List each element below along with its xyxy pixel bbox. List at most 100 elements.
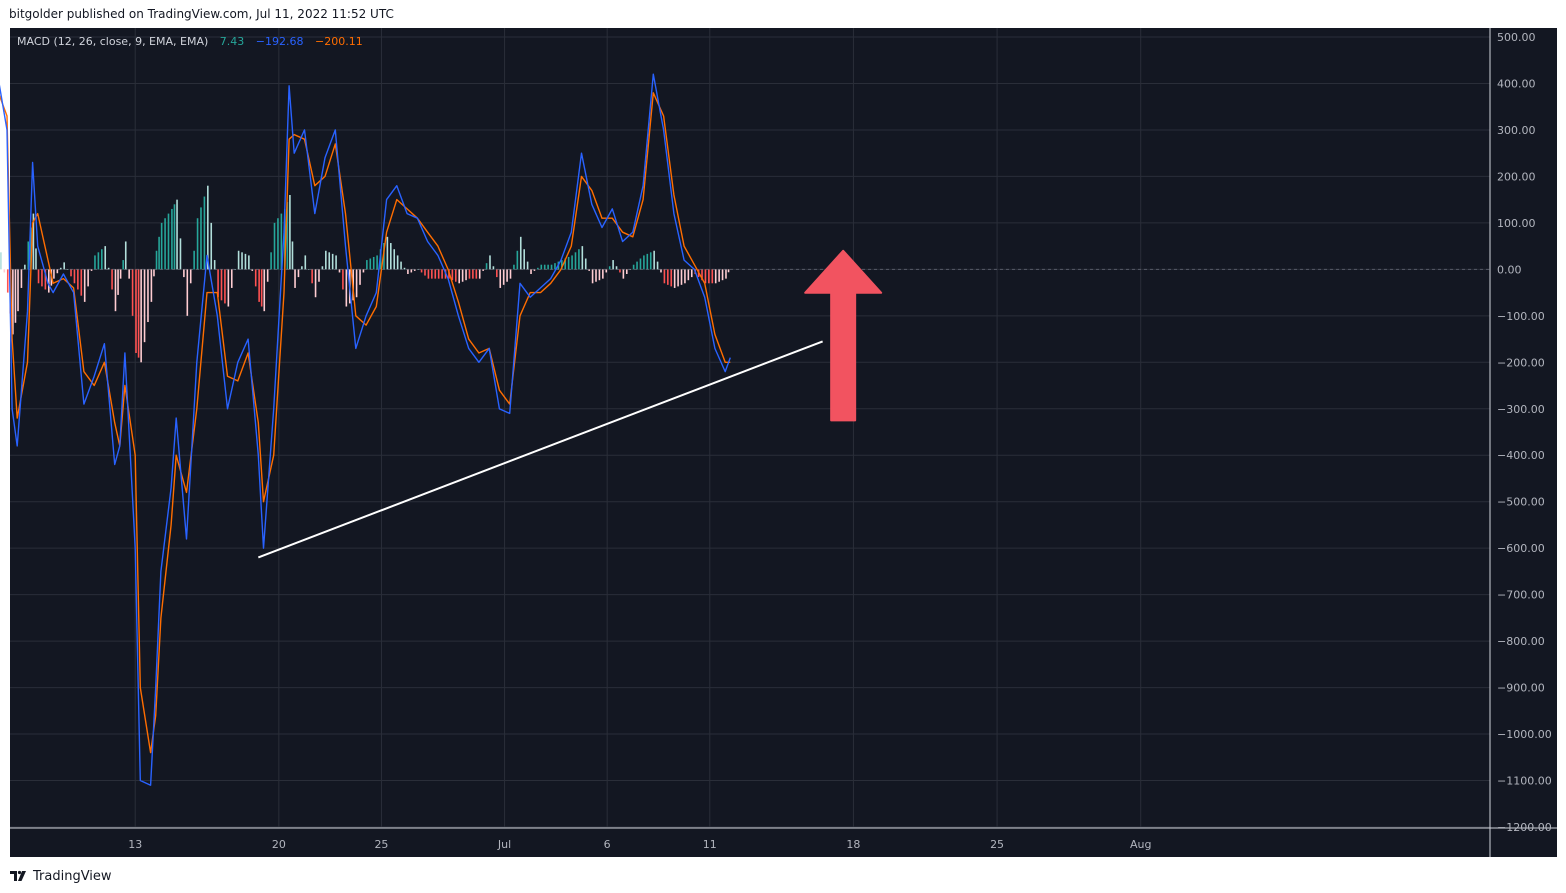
macd-line[interactable] bbox=[0, 70, 731, 786]
histogram-bar bbox=[335, 255, 337, 270]
histogram-bar bbox=[598, 269, 601, 281]
histogram-bar bbox=[87, 269, 89, 287]
histogram-bar bbox=[217, 269, 219, 298]
histogram-bar bbox=[128, 269, 130, 279]
histogram-bar bbox=[543, 264, 546, 270]
histogram-bar bbox=[355, 269, 358, 298]
histogram-bar bbox=[550, 264, 553, 270]
histogram-bar bbox=[564, 258, 567, 270]
histogram-bar bbox=[461, 269, 464, 282]
histogram-bar bbox=[513, 264, 515, 270]
histogram-bar bbox=[639, 258, 642, 270]
up-arrow-icon[interactable] bbox=[804, 249, 883, 422]
histogram-bar bbox=[283, 208, 286, 270]
histogram-bar bbox=[35, 248, 37, 270]
histogram-bar bbox=[0, 252, 2, 270]
histogram-bar bbox=[97, 252, 100, 270]
x-tick-label: 6 bbox=[604, 838, 611, 851]
histogram-bar bbox=[437, 269, 440, 279]
histogram-bar bbox=[574, 252, 577, 270]
histogram-bar bbox=[472, 269, 474, 279]
histogram-bar bbox=[117, 269, 119, 295]
histogram-bar bbox=[193, 250, 195, 270]
trendline[interactable] bbox=[257, 340, 824, 559]
legend-indicator-name: MACD (12, 26, close, 9, EMA, EMA) bbox=[17, 35, 208, 48]
histogram-bar bbox=[83, 269, 86, 302]
histogram-bar bbox=[119, 269, 122, 279]
histogram-bar bbox=[248, 255, 250, 270]
histogram-bar bbox=[94, 255, 96, 270]
histogram-bar bbox=[37, 269, 40, 284]
y-tick-label: −100.00 bbox=[1497, 310, 1545, 323]
histogram-bar bbox=[608, 266, 611, 270]
histogram-bar bbox=[6, 269, 9, 293]
x-tick-label: 18 bbox=[846, 838, 860, 851]
histogram-bar bbox=[362, 269, 365, 273]
histogram-bar bbox=[227, 269, 230, 307]
histogram-bar bbox=[622, 269, 625, 279]
histogram-bar bbox=[258, 269, 260, 302]
tradingview-footer[interactable]: TradingView bbox=[10, 867, 112, 885]
histogram-bar bbox=[230, 269, 233, 288]
histogram-bar bbox=[59, 267, 62, 270]
histogram-bar bbox=[584, 258, 587, 270]
histogram-bar bbox=[30, 227, 32, 270]
histogram-bar bbox=[47, 269, 50, 293]
histogram-bar bbox=[237, 250, 240, 270]
histogram-bar bbox=[396, 255, 399, 270]
histogram-bar bbox=[619, 269, 621, 273]
histogram-bar bbox=[537, 267, 539, 270]
x-tick-label: 20 bbox=[272, 838, 286, 851]
histogram-bar bbox=[656, 261, 659, 270]
x-axis[interactable]: 6132025Jul6111825Aug bbox=[0, 838, 1151, 851]
x-tick-label: 13 bbox=[128, 838, 142, 851]
histogram-bar bbox=[342, 269, 344, 290]
y-tick-label: −600.00 bbox=[1497, 542, 1545, 555]
histogram-bar bbox=[502, 269, 505, 285]
histogram-bar bbox=[615, 266, 618, 270]
histogram-bar bbox=[41, 269, 43, 287]
histogram-bar bbox=[77, 269, 79, 290]
chart-background bbox=[10, 28, 1557, 857]
histogram-bar bbox=[111, 269, 113, 290]
histogram-bar bbox=[690, 269, 693, 278]
y-tick-label: −400.00 bbox=[1497, 449, 1545, 462]
histogram-bar bbox=[289, 195, 291, 270]
histogram-bar bbox=[711, 269, 714, 284]
histogram-bar bbox=[465, 269, 467, 281]
y-tick-label: 400.00 bbox=[1497, 77, 1536, 90]
histogram-bar bbox=[547, 264, 549, 270]
histogram-bar bbox=[307, 269, 310, 270]
histogram-bar bbox=[80, 269, 83, 296]
histogram-bar bbox=[526, 261, 529, 270]
histogram-bar bbox=[213, 260, 216, 270]
y-tick-label: −700.00 bbox=[1497, 589, 1545, 602]
histogram-bar bbox=[680, 269, 683, 285]
histogram-bar bbox=[591, 269, 594, 284]
histogram-bar bbox=[410, 269, 413, 273]
histogram-bar bbox=[413, 269, 416, 271]
chart-drawings bbox=[257, 249, 883, 559]
histogram-bar bbox=[359, 269, 361, 285]
histogram-bar bbox=[677, 269, 679, 287]
histogram-bar bbox=[3, 269, 6, 273]
histogram-bar bbox=[220, 269, 223, 301]
y-tick-label: 300.00 bbox=[1497, 124, 1536, 137]
histogram-bar bbox=[718, 269, 720, 282]
y-tick-label: −1100.00 bbox=[1497, 775, 1552, 788]
histogram-bar bbox=[183, 269, 185, 278]
histogram-bar bbox=[400, 261, 402, 270]
indicator-legend[interactable]: MACD (12, 26, close, 9, EMA, EMA) 7.43 −… bbox=[17, 35, 363, 48]
legend-macd-value: −192.68 bbox=[256, 35, 304, 48]
histogram-bar bbox=[721, 269, 724, 281]
histogram-bar bbox=[291, 241, 294, 270]
histogram-bar bbox=[431, 269, 433, 279]
histogram-bar bbox=[561, 260, 563, 270]
histogram-bar bbox=[203, 196, 206, 270]
histogram-bar bbox=[331, 253, 334, 270]
histogram-bar bbox=[602, 269, 604, 279]
y-axis[interactable]: 500.00 400.00 300.00 200.00 100.00 0.00 −100.0… bbox=[1497, 31, 1552, 834]
histogram-bar bbox=[143, 269, 146, 343]
histogram-bar bbox=[318, 269, 320, 282]
